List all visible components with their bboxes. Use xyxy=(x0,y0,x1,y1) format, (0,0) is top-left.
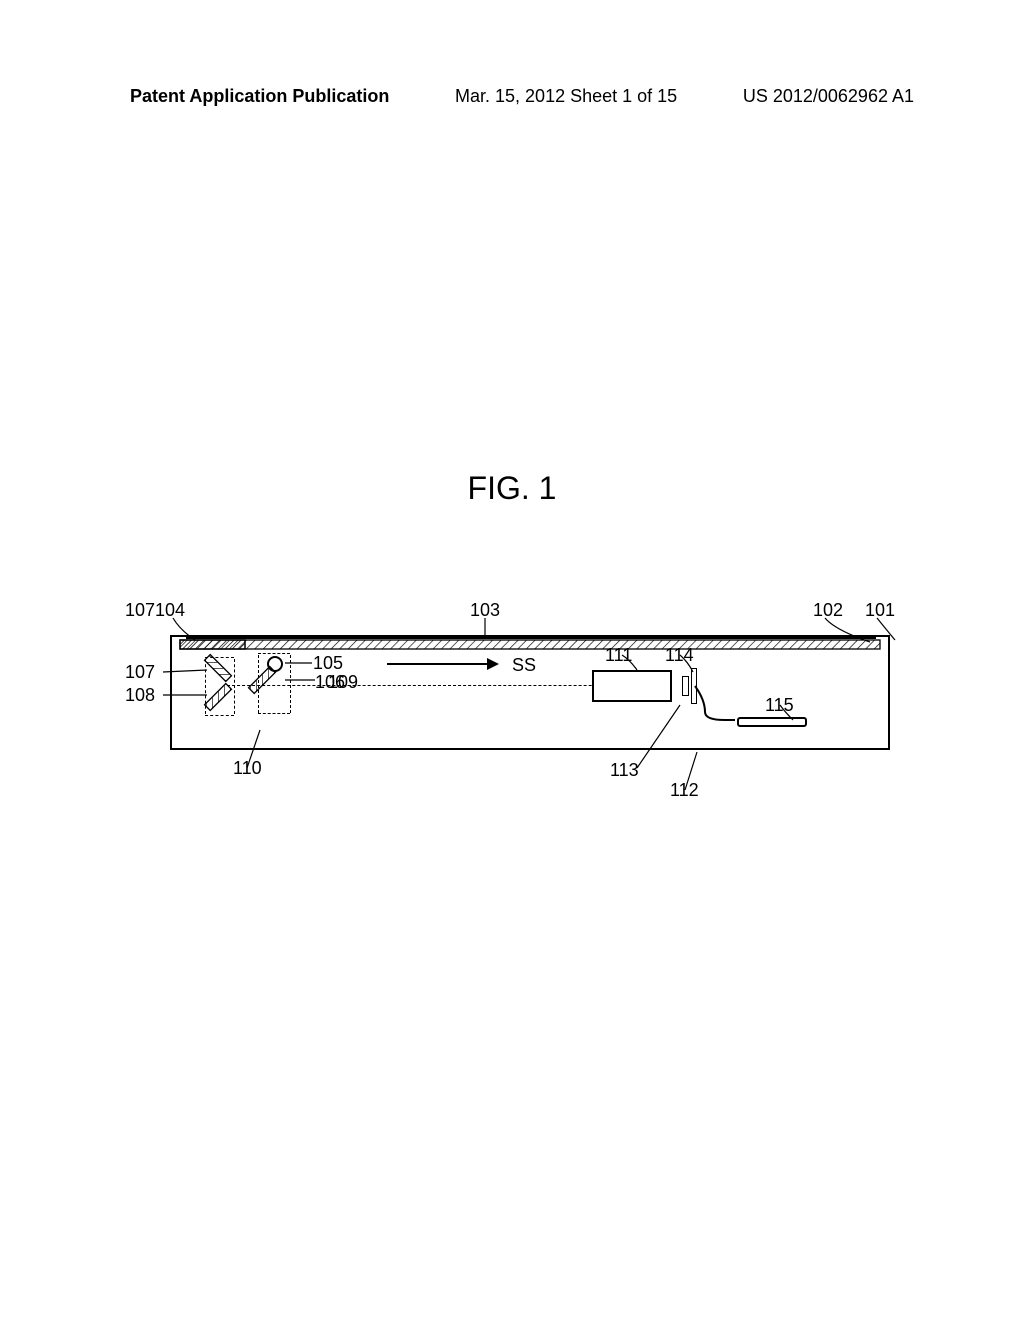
page-header: Patent Application Publication Mar. 15, … xyxy=(0,86,1024,107)
label-114: 114 xyxy=(665,645,694,666)
carriage-110-edge xyxy=(258,713,290,714)
label-107: 107 xyxy=(125,662,155,683)
sensor-113 xyxy=(682,676,689,696)
header-center: Mar. 15, 2012 Sheet 1 of 15 xyxy=(455,86,677,107)
header-right: US 2012/0062962 A1 xyxy=(743,86,914,107)
carriage-110-edge xyxy=(290,655,291,713)
carriage-110-edge xyxy=(258,655,259,713)
label-107: 107 xyxy=(125,600,155,621)
label-103: 103 xyxy=(470,600,500,621)
label-112: 112 xyxy=(670,780,699,801)
label-111: 111 xyxy=(605,645,632,666)
lens-111 xyxy=(592,670,672,702)
label-108: 108 xyxy=(125,685,155,706)
figure-title: FIG. 1 xyxy=(468,470,557,507)
label-113: 113 xyxy=(610,760,639,781)
label-105: 105 xyxy=(313,653,343,674)
label-102: 102 xyxy=(813,600,843,621)
carriage-109-edge xyxy=(205,659,206,714)
label-104: 104 xyxy=(155,600,185,621)
light-source-105 xyxy=(267,656,283,672)
header-left: Patent Application Publication xyxy=(130,86,389,107)
label-115: 115 xyxy=(765,695,794,716)
board-115 xyxy=(737,717,807,727)
ss-arrow xyxy=(387,663,497,665)
diagram: 104 103 102 101 107 xyxy=(125,600,905,810)
label-110: 110 xyxy=(233,758,262,779)
sensor-chip-114 xyxy=(691,668,697,704)
scanner-body: SS xyxy=(170,635,890,750)
carriage-110-edge xyxy=(258,653,290,654)
carriage-109-edge xyxy=(234,659,235,714)
carriage-109-edge xyxy=(205,715,234,716)
label-109: 109 xyxy=(328,672,358,693)
label-101: 101 xyxy=(865,600,895,621)
document-103 xyxy=(186,637,876,639)
carriage-109-edge xyxy=(205,657,234,658)
ss-label: SS xyxy=(512,655,536,676)
